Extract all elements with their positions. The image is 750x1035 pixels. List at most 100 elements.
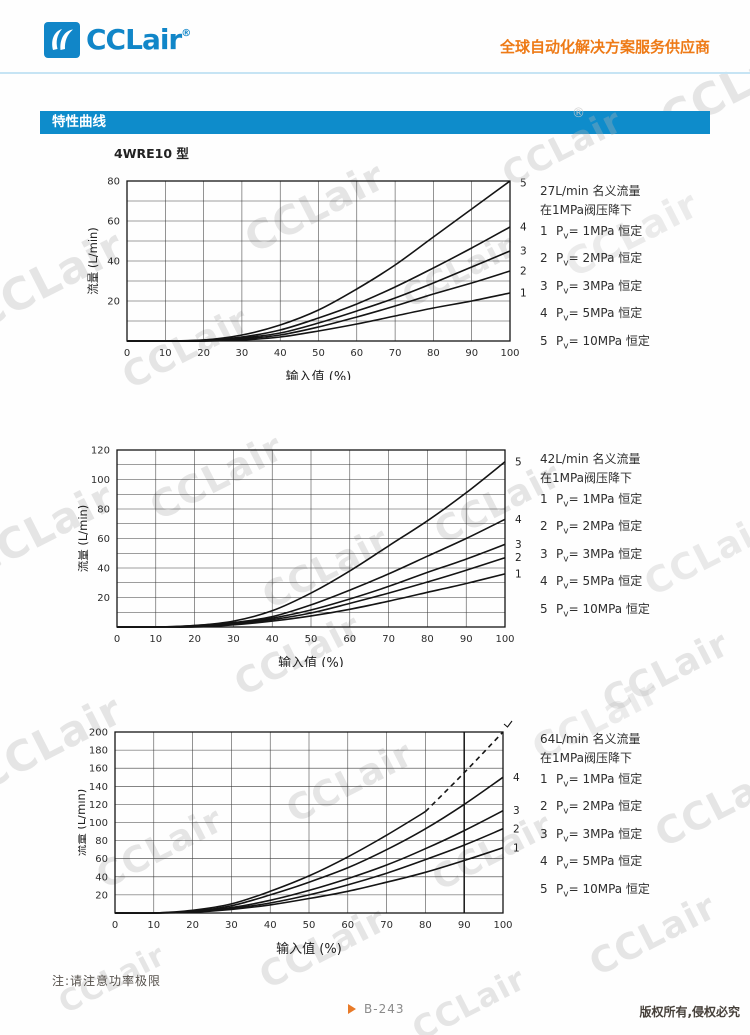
company-tagline: 全球自动化解决方案服务供应商 — [499, 38, 710, 56]
svg-text:90: 90 — [460, 634, 473, 645]
copyright-text: 版权所有,侵权必究 — [639, 1005, 740, 1019]
legend-item-number: 5 — [540, 881, 548, 896]
page-number: B-243 — [348, 1002, 404, 1016]
legend-item-formula: Pv= 1MPa 恒定 — [556, 492, 643, 510]
curve-4-label: 4 — [515, 514, 522, 526]
legend-item: 1 Pv= 1MPa 恒定 — [540, 768, 740, 795]
legend-item-number: 3 — [540, 826, 548, 841]
flow-chart-42lmin: 0 10 20 30 40 50 60 70 80 90 100 20 40 60 80 100 120 输入值 … — [76, 435, 548, 672]
svg-text:80: 80 — [421, 634, 434, 645]
legend-item-number: 1 — [540, 772, 548, 786]
chart-svg: 0 10 20 30 40 50 60 70 80 90 100 20 40 60 80 输入值 (%) 流量 … — [86, 177, 527, 386]
x-axis-title: 输入值 (%) — [278, 655, 344, 667]
legend-condition: 在1MPa阀压降下 — [540, 471, 633, 485]
svg-text:30: 30 — [236, 348, 249, 359]
legend-item: 5 Pv= 10MPa 恒定 — [540, 330, 740, 357]
legend-item-number: 4 — [540, 574, 548, 589]
svg-text:40: 40 — [107, 257, 120, 268]
y-axis-title: 流量 (L/min) — [78, 505, 90, 573]
svg-text:80: 80 — [419, 920, 432, 931]
legend-item-formula: Pv= 5MPa 恒定 — [556, 854, 643, 872]
legend-nominal-flow: 27L/min 名义流量 — [540, 184, 641, 198]
legend-item-number: 3 — [540, 278, 548, 293]
legend-item: 1 Pv= 1MPa 恒定 — [540, 220, 740, 247]
tick-labels: 0 10 20 30 40 50 60 70 80 90 100 20 40 60 80 100 120 — [91, 446, 515, 646]
legend-item-number: 5 — [540, 333, 548, 348]
chart-svg: 0 10 20 30 40 50 60 70 80 90 100 20 40 60 80 100 120 输入值 … — [76, 446, 522, 672]
legend-item-formula: Pv= 3MPa 恒定 — [556, 826, 643, 845]
legend-item-number: 1 — [540, 492, 548, 506]
svg-text:200: 200 — [89, 728, 108, 739]
legend-item-formula: Pv= 5MPa 恒定 — [556, 574, 643, 592]
chart-svg: 0 10 20 30 40 50 60 70 80 90 100 20 40 60 80 100 120 140 1… — [74, 720, 520, 957]
legend-item-number: 2 — [540, 251, 548, 266]
svg-text:30: 30 — [225, 920, 238, 931]
x-axis-title: 输入值 (%) — [276, 941, 342, 957]
grid-lines — [117, 450, 505, 627]
legend-nominal-flow: 42L/min 名义流量 — [540, 452, 641, 466]
curve-2-label: 2 — [513, 823, 520, 835]
legend-item-formula: Pv= 2MPa 恒定 — [556, 519, 643, 537]
svg-text:80: 80 — [107, 177, 120, 188]
plot-border — [126, 180, 511, 342]
curve-4-label: 4 — [520, 222, 527, 234]
section-title: 特性曲线 — [52, 114, 106, 130]
curve-1-label: 1 — [520, 288, 527, 300]
y-axis-title: 流量 (L/min) — [78, 789, 88, 857]
svg-text:70: 70 — [382, 634, 395, 645]
watermark: CCLair — [596, 623, 737, 722]
svg-text:20: 20 — [95, 890, 108, 901]
svg-text:100: 100 — [493, 920, 512, 931]
svg-text:20: 20 — [186, 920, 199, 931]
legend-item: 4 Pv= 5MPa 恒定 — [540, 570, 740, 597]
svg-text:0: 0 — [112, 920, 118, 931]
curve-2-label: 2 — [515, 552, 522, 564]
svg-text:60: 60 — [107, 217, 120, 228]
svg-text:100: 100 — [89, 818, 108, 829]
curve-5 — [116, 461, 506, 628]
svg-text:0: 0 — [124, 348, 130, 359]
svg-text:80: 80 — [95, 836, 108, 847]
legend-item-formula: Pv= 5MPa 恒定 — [556, 306, 643, 324]
page-arrow-icon — [348, 1004, 356, 1014]
legend-item: 4 Pv= 5MPa 恒定 — [540, 850, 740, 877]
grid-lines — [115, 732, 503, 913]
legend-42lmin: 42L/min 名义流量 在1MPa阀压降下 1 Pv= 1MPa 恒定 2 Pv= 2M… — [540, 450, 740, 625]
legend-item-number: 2 — [540, 799, 548, 814]
svg-text:60: 60 — [341, 920, 354, 931]
svg-text:70: 70 — [389, 348, 402, 359]
svg-text:60: 60 — [97, 534, 110, 545]
svg-text:120: 120 — [89, 800, 108, 811]
page-number-text: B-243 — [364, 1002, 405, 1016]
curve-1-label: 1 — [515, 568, 522, 580]
svg-text:40: 40 — [266, 634, 279, 645]
legend-item-formula: Pv= 10MPa 恒定 — [556, 881, 650, 899]
svg-text:100: 100 — [500, 348, 519, 359]
legend-item: 2 Pv= 2MPa 恒定 — [540, 515, 740, 542]
svg-text:60: 60 — [95, 854, 108, 865]
model-label: 4WRE10 型 — [114, 146, 189, 161]
tick-labels: 0 10 20 30 40 50 60 70 80 90 100 20 40 60 80 100 120 140 1… — [89, 728, 513, 932]
svg-text:70: 70 — [380, 920, 393, 931]
header-divider — [0, 72, 750, 74]
power-limit-note: 注:请注意功率极限 — [52, 974, 162, 988]
watermark: CCLair — [406, 959, 532, 1035]
legend-item: 3 Pv= 3MPa 恒定 — [540, 275, 740, 302]
svg-text:10: 10 — [147, 920, 160, 931]
legend-item-formula: Pv= 3MPa 恒定 — [556, 278, 643, 297]
legend-item-formula: Pv= 2MPa 恒定 — [556, 251, 643, 269]
legend-item-number: 3 — [540, 546, 548, 561]
svg-text:100: 100 — [495, 634, 514, 645]
x-axis-title: 输入值 (%) — [286, 369, 352, 380]
legend-item: 2 Pv= 2MPa 恒定 — [540, 247, 740, 274]
svg-text:90: 90 — [458, 920, 471, 931]
svg-text:90: 90 — [465, 348, 478, 359]
curve-3-label: 3 — [515, 539, 522, 551]
svg-text:30: 30 — [227, 634, 240, 645]
legend-item-formula: Pv= 1MPa 恒定 — [556, 772, 643, 790]
legend-condition: 在1MPa阀压降下 — [540, 203, 633, 217]
legend-item-number: 4 — [540, 854, 548, 869]
svg-text:180: 180 — [89, 746, 108, 757]
svg-text:40: 40 — [97, 564, 110, 575]
